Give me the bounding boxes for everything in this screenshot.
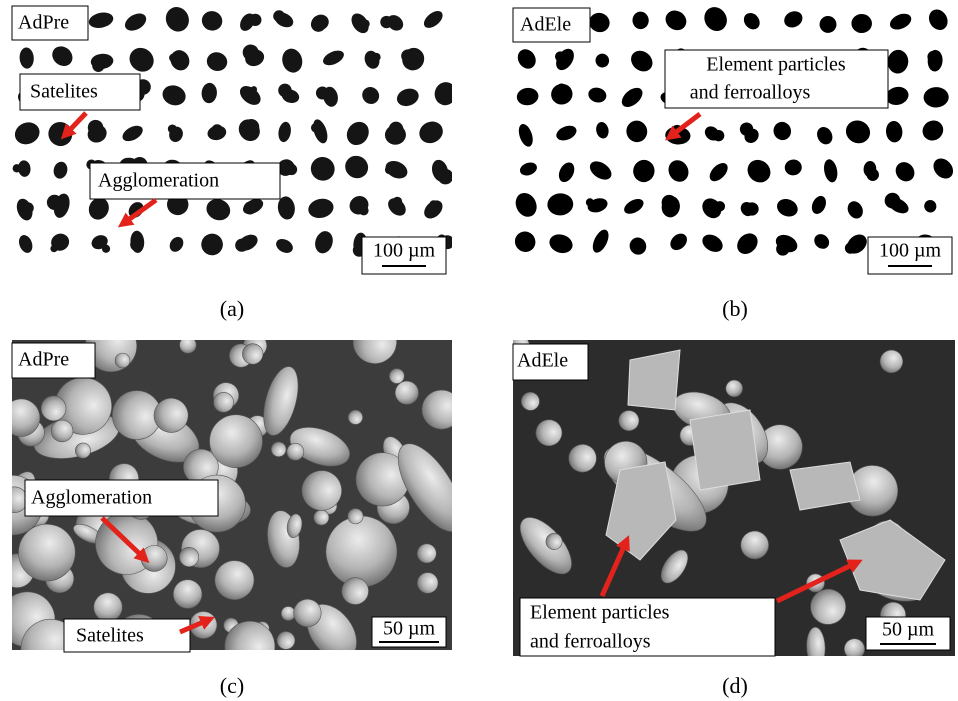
particle <box>776 242 789 255</box>
scale-bar-label: 100 µm <box>373 240 436 262</box>
particle <box>316 87 329 100</box>
particle <box>244 202 257 215</box>
particle <box>555 236 562 243</box>
particle <box>438 169 453 184</box>
particle <box>380 16 392 28</box>
particle <box>205 18 214 27</box>
annotation: Agglomeration <box>31 487 152 509</box>
particle <box>586 198 594 206</box>
particle <box>288 51 300 63</box>
particle <box>130 238 143 251</box>
particle <box>740 122 753 135</box>
caption: (d) <box>722 673 748 698</box>
particle <box>47 195 62 210</box>
panel-label: AdEle <box>520 14 571 36</box>
particle <box>169 88 176 95</box>
particle <box>92 60 104 72</box>
particle <box>398 90 412 104</box>
particle <box>527 62 533 68</box>
particle <box>286 164 297 175</box>
image-a <box>11 0 458 278</box>
annotation: Agglomeration <box>98 170 219 192</box>
particle <box>401 49 414 62</box>
particle <box>50 245 57 252</box>
annotation: Element particles <box>706 54 846 76</box>
particle <box>63 48 69 54</box>
particle <box>445 93 455 103</box>
particle <box>59 124 67 132</box>
particle <box>320 207 326 213</box>
particle <box>311 17 326 32</box>
particle <box>424 124 433 133</box>
figure: AdPre Satelites Agglomeration 100 µm (a)… <box>0 0 958 701</box>
particle <box>745 202 758 215</box>
particle <box>389 122 403 136</box>
particle <box>393 197 403 207</box>
particle <box>177 16 185 24</box>
particle <box>353 123 368 138</box>
particle <box>885 193 901 209</box>
panel-label: AdPre <box>18 349 69 371</box>
particle <box>359 206 369 216</box>
particle <box>555 51 565 61</box>
particle <box>251 86 257 92</box>
caption: (a) <box>220 296 244 321</box>
particle <box>102 245 110 253</box>
annotation: and ferroalloys <box>530 631 651 653</box>
particle <box>385 166 394 175</box>
particle <box>895 17 904 26</box>
annotation: Satelites <box>30 81 98 103</box>
particle <box>372 53 381 62</box>
panel-label: AdPre <box>18 12 69 34</box>
particle <box>13 164 21 172</box>
particle <box>88 120 104 136</box>
particle <box>927 51 939 63</box>
particle <box>249 14 261 26</box>
particle <box>715 201 725 211</box>
particle <box>713 130 724 141</box>
particle <box>284 210 294 220</box>
particle <box>22 49 29 56</box>
particle <box>361 19 370 28</box>
annotation: Element particles <box>530 602 670 624</box>
particle <box>210 53 217 60</box>
annotation: Satelites <box>76 625 144 647</box>
scale-bar-label: 100 µm <box>879 240 942 262</box>
particle <box>211 124 223 136</box>
particle <box>23 132 31 140</box>
particle <box>625 92 633 100</box>
particle <box>311 123 321 133</box>
particle <box>867 169 879 181</box>
particle <box>559 200 567 208</box>
particle <box>169 54 178 63</box>
particle <box>235 239 248 252</box>
panel-label: AdEle <box>517 350 568 372</box>
caption: (c) <box>220 673 244 698</box>
scale-bar-label: 50 µm <box>383 618 436 640</box>
particle <box>429 200 437 208</box>
fragment <box>690 410 760 490</box>
particle <box>243 44 259 60</box>
particle <box>662 195 677 210</box>
caption: (b) <box>722 296 748 321</box>
particle <box>22 202 33 213</box>
annotation: and ferroalloys <box>690 82 811 104</box>
particle <box>845 243 856 254</box>
particle <box>203 91 214 102</box>
particle <box>244 119 260 135</box>
particle <box>273 10 285 22</box>
particle <box>557 83 565 91</box>
particle <box>168 124 177 133</box>
fragment <box>628 350 680 410</box>
particle <box>278 84 291 97</box>
particle <box>324 161 333 170</box>
scale-bar-label: 50 µm <box>882 619 935 641</box>
